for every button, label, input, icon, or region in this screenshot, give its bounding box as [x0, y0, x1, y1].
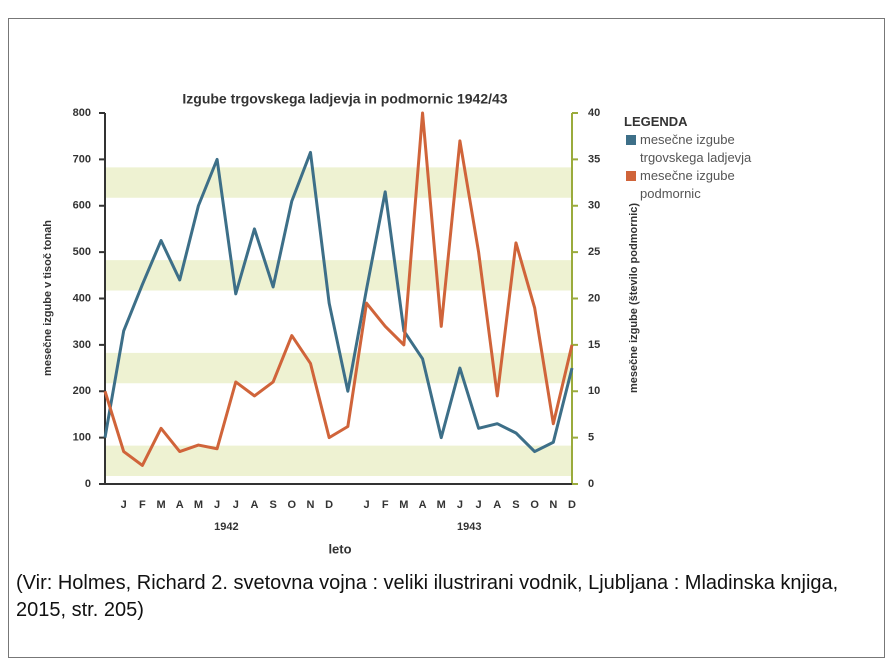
x-axis-title: leto — [328, 541, 351, 556]
x-tick-label: N — [549, 499, 557, 511]
x-tick-label: F — [139, 499, 146, 511]
legend-item: mesečne izgube podmornic — [624, 167, 770, 203]
x-tick-label: S — [269, 499, 276, 511]
legend-swatch — [626, 135, 636, 145]
x-tick-label: D — [568, 499, 576, 511]
x-tick-label: M — [156, 499, 165, 511]
x-tick-label: A — [250, 499, 258, 511]
y-tick-label: 0 — [85, 478, 91, 490]
y-tick-label: 600 — [73, 200, 91, 212]
y2-tick-label: 5 — [588, 432, 594, 444]
x-tick-label: J — [457, 499, 463, 511]
y2-tick-label: 20 — [588, 292, 600, 304]
x-tick-label: J — [121, 499, 127, 511]
x-group-label: 1943 — [457, 521, 481, 533]
y-tick-label: 800 — [73, 107, 91, 119]
y-tick-label: 100 — [73, 432, 91, 444]
band — [105, 445, 572, 476]
y2-tick-label: 30 — [588, 200, 600, 212]
legend-title: LEGENDA — [624, 114, 688, 129]
legend-label: mesečne izgube podmornic — [640, 168, 735, 201]
y2-tick-label: 25 — [588, 246, 600, 258]
y2-tick-label: 40 — [588, 107, 600, 119]
x-tick-label: M — [194, 499, 203, 511]
x-tick-label: A — [493, 499, 501, 511]
y2-tick-label: 15 — [588, 339, 600, 351]
legend-swatch — [626, 171, 636, 181]
y-axis-title: mesečne izgube v tisoč tonah — [42, 220, 54, 376]
y-tick-label: 500 — [73, 246, 91, 258]
x-tick-label: J — [476, 499, 482, 511]
legend: LEGENDA mesečne izgube trgovskega ladjev… — [624, 114, 784, 203]
x-tick-label: S — [512, 499, 519, 511]
x-tick-label: F — [382, 499, 389, 511]
x-tick-label: O — [530, 499, 539, 511]
x-tick-label: D — [325, 499, 333, 511]
legend-label: mesečne izgube trgovskega ladjevja — [640, 132, 752, 165]
series-line — [103, 150, 574, 454]
x-tick-label: J — [363, 499, 369, 511]
y2-tick-label: 0 — [588, 478, 594, 490]
plot-background — [105, 167, 572, 476]
x-group-label: 1942 — [214, 521, 238, 533]
series-line — [103, 111, 574, 467]
y2-axis-title: mesečne izgube (število podmornic) — [628, 203, 640, 393]
y2-tick-label: 10 — [588, 385, 600, 397]
caption: (Vir: Holmes, Richard 2. svetovna vojna … — [16, 572, 839, 621]
legend-item: mesečne izgube trgovskega ladjevja — [624, 131, 770, 167]
y-tick-label: 700 — [73, 153, 91, 165]
x-tick-label: J — [233, 499, 239, 511]
y-tick-label: 400 — [73, 292, 91, 304]
band — [105, 260, 572, 291]
x-tick-label: N — [307, 499, 315, 511]
y-tick-label: 200 — [73, 385, 91, 397]
y-tick-label: 300 — [73, 339, 91, 351]
x-tick-label: O — [288, 499, 297, 511]
x-tick-label: J — [214, 499, 220, 511]
x-tick-label: A — [419, 499, 427, 511]
chart-title: Izgube trgovskega ladjevja in podmornic … — [182, 91, 507, 107]
x-tick-label: M — [399, 499, 408, 511]
band — [105, 167, 572, 198]
y2-tick-label: 35 — [588, 153, 600, 165]
x-tick-label: M — [437, 499, 446, 511]
x-tick-label: A — [176, 499, 184, 511]
